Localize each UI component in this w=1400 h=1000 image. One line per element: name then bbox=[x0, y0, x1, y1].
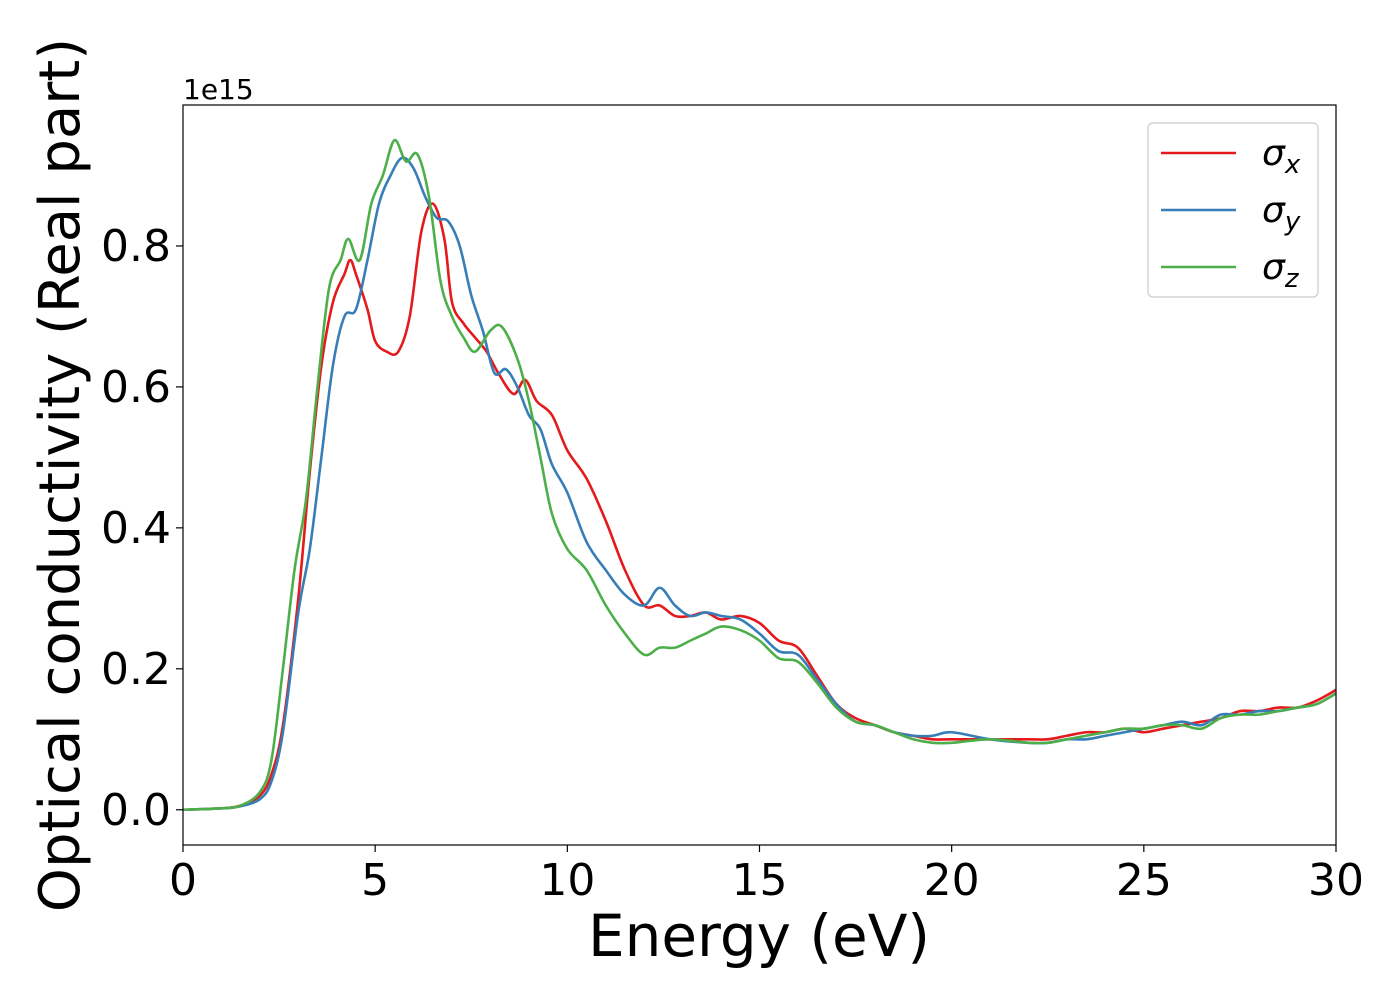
x-tick-label: 15 bbox=[732, 855, 788, 906]
x-tick-label: 30 bbox=[1308, 855, 1364, 906]
series-line-z bbox=[182, 138, 1337, 812]
x-tick-label: 25 bbox=[1116, 855, 1172, 906]
legend-label-y: σy bbox=[1262, 190, 1301, 237]
y-offset-label: 1e15 bbox=[183, 73, 254, 106]
x-tick-label: 10 bbox=[539, 855, 595, 906]
legend: σx σy σz bbox=[1147, 122, 1319, 298]
x-tick-label: 0 bbox=[169, 855, 197, 906]
x-axis: 0 5 10 15 20 25 30 bbox=[169, 845, 1364, 906]
series-layer bbox=[182, 138, 1337, 812]
x-tick-label: 5 bbox=[361, 855, 389, 906]
y-tick-label: 0.2 bbox=[101, 644, 171, 695]
y-tick-label: 0.8 bbox=[101, 221, 171, 272]
plot-background bbox=[183, 105, 1336, 845]
y-tick-label: 0.6 bbox=[101, 362, 171, 413]
x-axis-label: Energy (eV) bbox=[588, 902, 930, 970]
y-tick-label: 0.0 bbox=[101, 785, 171, 836]
y-axis: 0.0 0.2 0.4 0.6 0.8 bbox=[101, 221, 183, 836]
series-line-y bbox=[182, 156, 1337, 812]
x-tick-label: 20 bbox=[924, 855, 980, 906]
legend-label-z: σz bbox=[1262, 247, 1300, 294]
y-tick-label: 0.4 bbox=[101, 503, 171, 554]
y-axis-label: Optical conductivity (Real part) bbox=[28, 38, 93, 912]
legend-label-x: σx bbox=[1262, 133, 1301, 180]
